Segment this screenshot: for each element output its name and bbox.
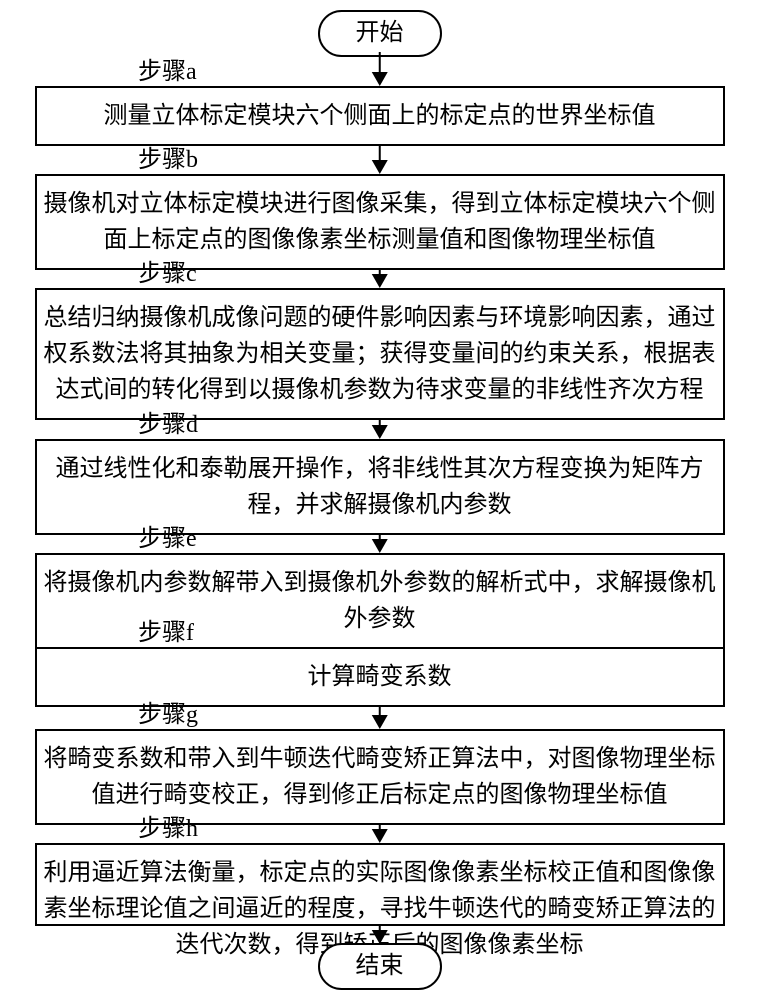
start-terminator: 开始 [318, 10, 442, 57]
flowchart-container: 开始 步骤a 测量立体标定模块六个侧面上的标定点的世界坐标值 步骤b 摄像机对立… [0, 0, 759, 1000]
process-b: 摄像机对立体标定模块进行图像采集，得到立体标定模块六个侧面上标定点的图像像素坐标… [35, 174, 725, 270]
process-a: 测量立体标定模块六个侧面上的标定点的世界坐标值 [35, 86, 725, 146]
step-label-a: 步骤a [138, 60, 197, 84]
step-label-g: 步骤g [138, 703, 198, 727]
process-g: 将畸变系数和带入到牛顿迭代畸变矫正算法中，对图像物理坐标值进行畸变校正，得到修正… [35, 729, 725, 825]
step-label-h: 步骤h [138, 817, 198, 841]
step-label-b: 步骤b [138, 148, 198, 172]
process-c: 总结归纳摄像机成像问题的硬件影响因素与环境影响因素，通过权系数法将其抽象为相关变… [35, 288, 725, 420]
arrow-0 [378, 52, 381, 84]
arrow-1 [378, 142, 381, 172]
process-f: 计算畸变系数 [35, 647, 725, 707]
process-d: 通过线性化和泰勒展开操作，将非线性其次方程变换为矩阵方程，并求解摄像机内参数 [35, 439, 725, 535]
step-label-e: 步骤e [138, 527, 197, 551]
end-terminator: 结束 [318, 943, 442, 990]
step-label-f: 步骤f [138, 621, 194, 645]
step-label-c: 步骤c [138, 262, 197, 286]
step-label-d: 步骤d [138, 413, 198, 437]
process-h: 利用逼近算法衡量，标定点的实际图像像素坐标校正值和图像像素坐标理论值之间逼近的程… [35, 843, 725, 926]
